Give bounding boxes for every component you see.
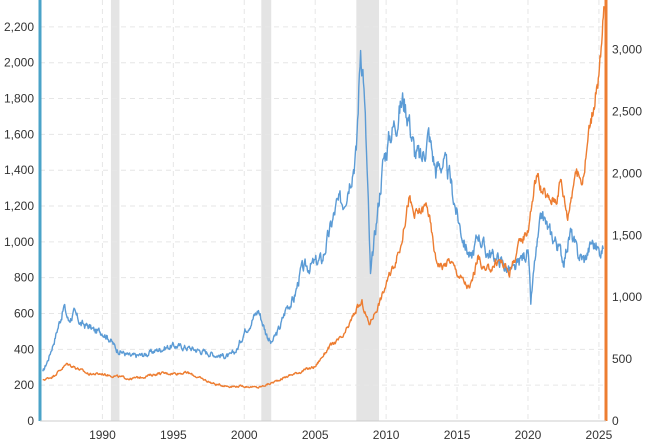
right-tick-label: 3,000 (612, 43, 642, 57)
left-axis-ticks: 0 200 400 600 800 1,000 1,200 1,400 1,600 1,800 2,… (4, 20, 34, 428)
right-tick-label: 500 (612, 352, 632, 366)
right-tick-label: 1,500 (612, 228, 642, 242)
right-tick-label: 0 (612, 414, 619, 428)
recession-band-1 (261, 0, 272, 421)
x-tick-label: 2015 (444, 428, 471, 442)
series-lines (42, 6, 605, 389)
left-tick-label: 1,800 (4, 92, 34, 106)
left-tick-label: 1,000 (4, 235, 34, 249)
x-tick-label: 2005 (302, 428, 329, 442)
x-axis-ticks: 1990 1995 2000 2005 2010 2015 2020 2025 (89, 428, 613, 442)
left-tick-label: 0 (27, 414, 34, 428)
x-tick-label: 2010 (373, 428, 400, 442)
series-line-platinum (42, 49, 604, 372)
left-tick-label: 2,200 (4, 20, 34, 34)
right-tick-label: 1,000 (612, 290, 642, 304)
left-tick-label: 800 (14, 271, 34, 285)
left-tick-label: 600 (14, 307, 34, 321)
x-tick-label: 1990 (89, 428, 116, 442)
x-tick-label: 2000 (231, 428, 258, 442)
gridlines (40, 0, 606, 421)
right-axis-ticks: 0 500 1,000 1,500 2,000 2,500 3,000 (612, 43, 642, 428)
right-tick-label: 2,500 (612, 104, 642, 118)
right-tick-label: 2,000 (612, 166, 642, 180)
x-tick-label: 2025 (586, 428, 613, 442)
left-tick-label: 1,200 (4, 199, 34, 213)
left-tick-label: 2,000 (4, 56, 34, 70)
left-tick-label: 200 (14, 378, 34, 392)
x-tick-label: 2020 (515, 428, 542, 442)
recession-band-0 (110, 0, 120, 421)
left-tick-label: 1,400 (4, 163, 34, 177)
left-tick-label: 400 (14, 342, 34, 356)
left-tick-label: 1,600 (4, 127, 34, 141)
x-tick-label: 1995 (160, 428, 187, 442)
series-line-gold (42, 6, 605, 389)
